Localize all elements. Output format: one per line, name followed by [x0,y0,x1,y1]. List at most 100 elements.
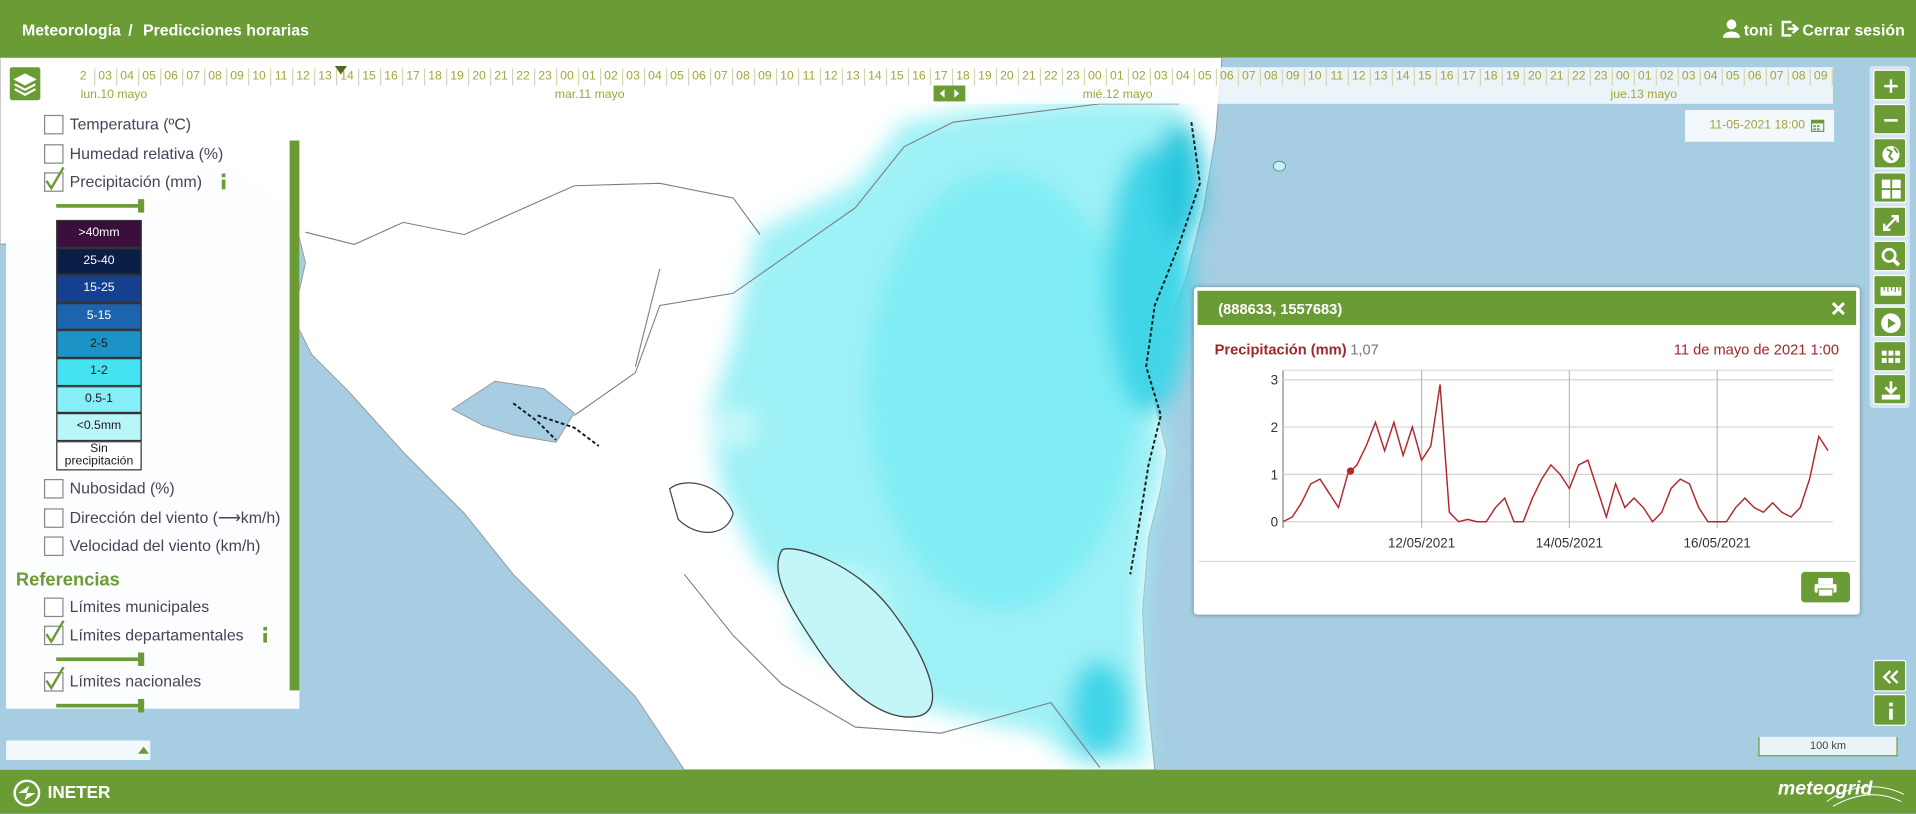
checkbox[interactable] [43,479,64,499]
hour-label[interactable]: 01 [1637,69,1652,84]
checkbox[interactable] [43,114,64,135]
zoom-out-button[interactable] [1873,103,1907,135]
apps-button[interactable] [1873,340,1907,372]
hour-label[interactable]: 11 [1330,69,1344,84]
scrollbar[interactable] [289,140,300,691]
hour-label[interactable]: 13 [318,69,332,84]
opacity-slider[interactable] [56,652,145,666]
hour-label[interactable]: 14 [340,69,354,84]
hour-label[interactable]: 12 [824,69,838,84]
hour-label[interactable]: 17 [934,69,948,84]
checkbox[interactable] [43,144,64,164]
hour-label[interactable]: 03 [626,69,640,84]
hour-label[interactable]: 05 [670,69,684,84]
hour-label[interactable]: 05 [1198,69,1212,84]
checkbox[interactable] [43,536,64,556]
hour-label[interactable]: 09 [758,69,772,84]
breadcrumb-link[interactable]: Meteorología [21,20,121,40]
hour-label[interactable]: 19 [978,69,992,84]
hour-label[interactable]: 15 [1417,69,1432,84]
hour-label[interactable]: 11 [802,69,816,84]
hour-label[interactable]: 00 [1615,69,1630,84]
logout-link[interactable]: Cerrar sesión [1802,20,1905,40]
playhead[interactable] [933,85,966,102]
layout-button[interactable] [1873,172,1907,203]
zoom-box-button[interactable] [1873,240,1907,272]
hour-label[interactable]: 19 [450,69,464,84]
hour-label[interactable]: 17 [1461,69,1476,84]
hour-label[interactable]: 13 [846,69,860,84]
hour-label[interactable]: 21 [1549,69,1564,84]
hour-label[interactable]: 07 [714,69,728,84]
hour-label[interactable]: 23 [1593,69,1608,84]
user-name[interactable]: toni [1743,20,1773,40]
hour-label[interactable]: 01 [1110,69,1124,84]
hour-label[interactable]: 23 [538,69,552,84]
hour-label[interactable]: 03 [1154,69,1168,84]
slider-knob[interactable] [138,199,145,213]
fullscreen-button[interactable] [1873,206,1907,238]
hour-label[interactable]: 2 [79,69,87,84]
hour-label[interactable]: 21 [494,69,508,84]
hour-label[interactable]: 16 [1439,69,1454,84]
date-box[interactable]: 11-05-2021 18:00 [1685,109,1835,142]
hour-label[interactable]: 11 [274,69,288,84]
close-button[interactable] [1831,302,1845,316]
hour-label[interactable]: 17 [406,69,420,84]
print-button[interactable] [1801,571,1851,603]
hour-label[interactable]: 03 [1681,69,1696,84]
hour-label[interactable]: 06 [1220,69,1234,84]
hour-label[interactable]: 00 [560,69,574,84]
hour-label[interactable]: 18 [1483,69,1498,84]
hour-label[interactable]: 14 [1395,69,1410,84]
hour-label[interactable]: 05 [1725,69,1740,84]
hour-label[interactable]: 04 [1703,69,1718,84]
hour-label[interactable]: 03 [98,69,112,84]
hour-label[interactable]: 16 [384,69,398,84]
play-button[interactable] [1873,306,1907,338]
hour-label[interactable]: 07 [1242,69,1256,84]
hour-label[interactable]: 12 [1352,69,1366,84]
ruler-button[interactable] [1873,274,1907,306]
hour-label[interactable]: 06 [1747,69,1762,84]
hour-label[interactable]: 09 [230,69,244,84]
hour-label[interactable]: 14 [868,69,882,84]
hour-label[interactable]: 10 [252,69,266,84]
hour-label[interactable]: 10 [1308,69,1322,84]
layers-button[interactable] [9,67,41,101]
collapse-button[interactable] [1873,659,1907,692]
hour-label[interactable]: 18 [428,69,442,84]
hour-label[interactable]: 20 [472,69,486,84]
checkbox[interactable] [43,597,64,618]
hour-label[interactable]: 02 [604,69,618,84]
hour-label[interactable]: 04 [648,69,662,84]
hour-label[interactable]: 15 [890,69,904,84]
hour-label[interactable]: 08 [208,69,222,84]
hour-label[interactable]: 06 [164,69,178,84]
hour-label[interactable]: 15 [362,69,376,84]
slider-knob[interactable] [138,652,145,666]
hour-label[interactable]: 09 [1286,69,1300,84]
hour-label[interactable]: 02 [1659,69,1674,84]
hour-label[interactable]: 05 [142,69,156,84]
hour-label[interactable]: 21 [1022,69,1036,84]
info-button[interactable] [1873,694,1907,726]
opacity-slider[interactable] [56,698,145,713]
info-icon[interactable] [220,173,227,190]
hour-label[interactable]: 20 [1000,69,1014,84]
hour-label[interactable]: 08 [1791,69,1806,84]
hour-label[interactable]: 22 [1571,69,1586,84]
collapsed-panel[interactable] [6,740,151,761]
download-button[interactable] [1873,373,1907,405]
hour-label[interactable]: 19 [1505,69,1520,84]
zoom-in-button[interactable] [1873,69,1907,101]
hour-label[interactable]: 02 [1132,69,1146,84]
hour-label[interactable]: 08 [736,69,750,84]
hour-label[interactable]: 09 [1813,69,1828,84]
hour-label[interactable]: 04 [1176,69,1190,84]
hour-label[interactable]: 06 [692,69,706,84]
info-icon[interactable] [261,626,268,643]
hour-label[interactable]: 20 [1527,69,1542,84]
opacity-slider[interactable] [56,199,145,213]
hour-label[interactable]: 12 [296,69,310,84]
